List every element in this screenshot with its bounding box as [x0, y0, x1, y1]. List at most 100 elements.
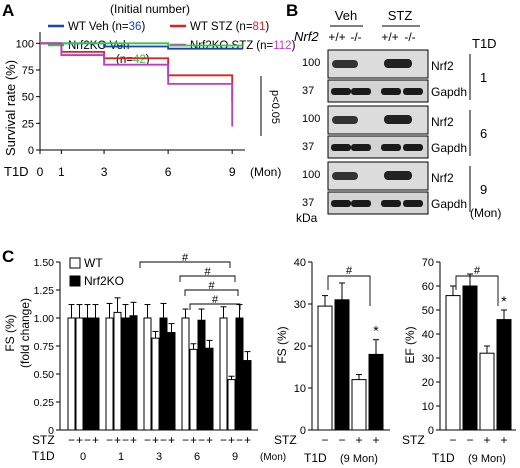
bar-y-tick-label: 60 — [422, 281, 434, 293]
legend-n-value: 36 — [129, 21, 142, 33]
significance-marker: # — [208, 280, 215, 292]
significance-marker: # — [346, 265, 353, 277]
fs-fold-change-chart: 00.250.500.751.001.251.50− + − +0− + − +1− + − +3… — [32, 252, 286, 463]
stz-sign-label: + — [228, 433, 235, 447]
stz-sign-label: + — [483, 433, 490, 447]
bar — [462, 285, 478, 431]
survival-curve-nrf2ko-stz — [40, 42, 234, 127]
stz-sign-label: − — [220, 433, 227, 447]
blot-time-label: 9 — [480, 182, 487, 197]
significance-marker: # — [204, 266, 211, 278]
blot-mw-37: 37 — [302, 141, 314, 153]
blot-stz-header: STZ — [388, 8, 413, 23]
bar — [368, 353, 384, 431]
fs-fold-y-tick-label: 1.00 — [34, 313, 55, 325]
stz-sign-label: − — [321, 433, 328, 447]
stz-sign-label: − — [144, 433, 151, 447]
gapdh-blot-strip — [327, 191, 429, 215]
survival-x-unit: (Mon) — [250, 165, 281, 179]
fs-fold-y-tick-label: 0.50 — [34, 369, 55, 381]
survival-x-tick-label: 6 — [165, 165, 172, 179]
panel-c-letter: C — [2, 247, 14, 266]
stz-sign-label: − — [122, 433, 129, 447]
stz-sign-label: + — [92, 433, 99, 447]
blot-protein-label: Gapdh — [431, 197, 467, 211]
blot-protein-label: Gapdh — [431, 85, 467, 99]
stz-sign-label: + — [372, 433, 379, 447]
fs-fold-t1d-tick: 1 — [118, 451, 124, 463]
gapdh-band — [381, 144, 401, 151]
panel-b-letter: B — [286, 1, 298, 20]
stz-sign-label: − — [198, 433, 205, 447]
western-blot-rows: 100 37 Nrf2 Gapdh 1 100 37 Nrf2 Gapdh 6 100 37 Nrf2 G… — [302, 49, 487, 215]
legend-ko-swatch — [69, 275, 81, 287]
legend-wt-swatch — [69, 257, 81, 269]
gapdh-band — [403, 144, 423, 151]
bar-y-tick-label: 10 — [294, 383, 306, 395]
nrf2-band — [332, 60, 358, 68]
fs-fold-y-tick-label: 1.25 — [34, 285, 55, 297]
bar — [445, 295, 461, 431]
stz-sign-label: − — [182, 433, 189, 447]
fs-fold-y-label-2: (fold change) — [18, 298, 32, 368]
stz-sign-label: − — [106, 433, 113, 447]
t1d-row-label: T1D — [32, 449, 55, 463]
nrf2-band — [332, 172, 358, 180]
legend-n-suffix: ) — [146, 54, 150, 66]
blot-protein-label: Nrf2 — [431, 59, 454, 73]
fs-fold-bar — [189, 348, 198, 431]
survival-y-tick-label: 50 — [22, 92, 34, 104]
stz-sign-label: + — [355, 433, 362, 447]
blot-mw-100: 100 — [302, 57, 320, 69]
fs-fold-bar — [197, 319, 206, 431]
bar-y-label: EF (%) — [403, 326, 417, 363]
stz-sign-label: + — [76, 433, 83, 447]
t1d-row-label: T1D — [304, 451, 327, 465]
bar — [496, 319, 512, 431]
blot-time-label: 1 — [480, 70, 487, 85]
survival-x-tick-label: 9 — [229, 165, 236, 179]
t1d-value: (9 Mon) — [468, 453, 506, 465]
nrf2-band — [384, 59, 412, 68]
bar — [479, 352, 495, 431]
stz-sign-label: + — [500, 433, 507, 447]
significance-bracket — [189, 303, 241, 310]
survival-curve-nrf2ko-veh — [40, 42, 243, 47]
bar-y-tick-label: 40 — [294, 257, 306, 269]
survival-y-tick-label: 75 — [22, 65, 34, 77]
nrf2-band — [332, 116, 358, 124]
fs-fold-y-tick-label: 0.25 — [34, 397, 55, 409]
bar-y-tick-label: 30 — [294, 299, 306, 311]
fs-fold-bar — [227, 379, 236, 431]
blot-protein-label: Nrf2 — [431, 115, 454, 129]
fs-fold-bar — [129, 315, 138, 431]
nrf2-band — [384, 115, 412, 124]
gapdh-band — [331, 200, 351, 207]
legend-n-prefix: (n= — [256, 40, 273, 52]
stz-sign-label: + — [152, 433, 159, 447]
legend-label: WT Veh (n=36) — [68, 21, 145, 33]
survival-y-tick-label: 25 — [22, 118, 34, 130]
blot-mw-100: 100 — [302, 169, 320, 181]
legend-series-name: WT Veh — [68, 21, 109, 33]
stz-sign-label: + — [114, 433, 121, 447]
genotype-label: +/+ — [381, 30, 398, 44]
survival-x-tick-label: 0 — [37, 165, 44, 179]
blot-mw-100: 100 — [302, 113, 320, 125]
significance-star: * — [501, 293, 507, 309]
legend-n-suffix: ) — [265, 21, 269, 33]
panel-a: A (Initial number) WT Veh (n=36) WT STZ (n=… — [2, 1, 296, 179]
bar-y-tick-label: 30 — [422, 353, 434, 365]
t1d-row-label: T1D — [432, 451, 455, 465]
blot-veh-header: Veh — [335, 8, 357, 23]
significance-marker: # — [474, 265, 481, 277]
significance-bracket — [179, 275, 236, 282]
fs-fold-x-unit: (Mon) — [260, 452, 286, 463]
fs-fold-bar — [243, 360, 252, 431]
fs-fold-y-tick-label: 0.75 — [34, 341, 55, 353]
stz-sign-label: + — [130, 433, 137, 447]
gapdh-band — [351, 144, 371, 151]
